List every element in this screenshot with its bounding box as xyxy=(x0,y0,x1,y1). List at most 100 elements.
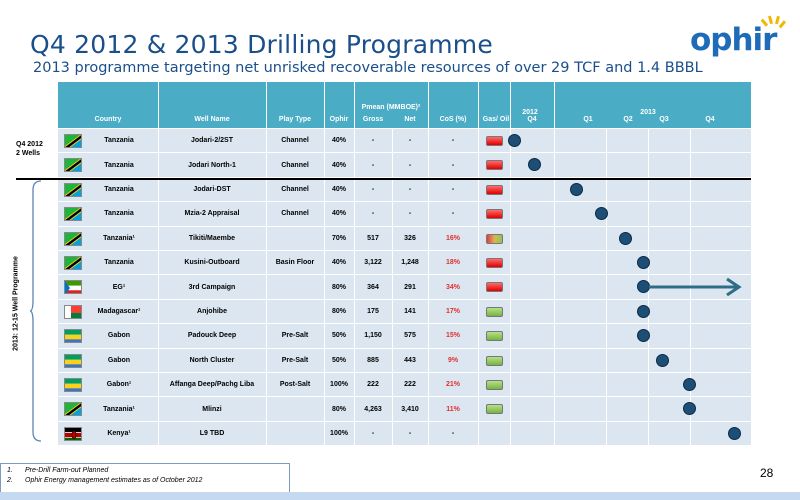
grid-line xyxy=(606,251,607,276)
grid-line xyxy=(690,324,691,349)
ophir-cell: 40% xyxy=(331,137,346,145)
grid-line xyxy=(324,373,325,398)
country-cell: Tanzania xyxy=(104,137,134,145)
q4-wells-text: 2 Wells xyxy=(16,150,40,158)
gross-cell: - xyxy=(371,210,375,218)
grid-line xyxy=(58,201,751,203)
ophir-cell: 40% xyxy=(331,210,346,218)
grid-line xyxy=(266,226,267,251)
well-name-cell: Tikiti/Maembe xyxy=(188,234,236,242)
grid-line xyxy=(354,129,355,154)
grid-line xyxy=(478,129,479,154)
grid-line xyxy=(58,445,751,447)
grid-line xyxy=(648,348,649,373)
grid-line xyxy=(428,226,429,251)
grid-line xyxy=(690,202,691,227)
country-cell: Tanzania xyxy=(104,161,134,169)
timeline-marker xyxy=(656,353,670,367)
cos-cell: 15% xyxy=(445,332,460,340)
timeline-marker xyxy=(683,402,697,416)
grid-line xyxy=(606,275,607,300)
timeline-marker xyxy=(528,158,542,172)
header-cos: CoS (%) xyxy=(439,115,467,123)
cos-cell: 16% xyxy=(445,234,460,242)
grid-line xyxy=(158,251,159,276)
gabon-flag-icon xyxy=(64,378,82,392)
net-cell: 326 xyxy=(404,234,416,242)
grid-line xyxy=(58,249,751,251)
gross-cell: - xyxy=(371,161,375,169)
gross-cell: 3,122 xyxy=(364,259,382,267)
grid-line xyxy=(606,348,607,373)
grid-line xyxy=(478,275,479,300)
well-name-cell: 3rd Campaign xyxy=(188,283,236,291)
header-divider xyxy=(554,82,555,128)
ophir-cell: 80% xyxy=(331,307,346,315)
play-type-cell: Pre-Salt xyxy=(281,356,309,364)
grid-line xyxy=(510,373,511,398)
footer-bar xyxy=(0,492,800,500)
grid-line xyxy=(266,299,267,325)
drilling-table: Country Well Name Play Type Ophir Pmean … xyxy=(58,82,751,456)
grid-line xyxy=(354,275,355,300)
play-type-cell xyxy=(266,422,324,446)
country-cell: Gabon xyxy=(107,332,131,340)
grid-line xyxy=(324,275,325,300)
grid-line xyxy=(478,373,479,398)
footnote-text: Pre-Drill Farm-out Planned xyxy=(25,467,109,474)
grid-line xyxy=(392,153,393,178)
gas-oil-indicator xyxy=(486,136,503,146)
grid-line xyxy=(324,348,325,373)
table-row: Tanzania Jodari North-1 Channel 40% - - - xyxy=(58,153,751,178)
header-ophir: Ophir xyxy=(329,115,349,123)
grid-line xyxy=(58,298,751,300)
grid-line xyxy=(606,373,607,398)
grid-line xyxy=(510,397,511,422)
grid-line xyxy=(554,177,555,203)
ophir-cell: 50% xyxy=(331,332,346,340)
grid-line xyxy=(690,177,691,203)
grid-line xyxy=(478,421,479,447)
timeline-marker xyxy=(636,256,650,269)
grid-line xyxy=(478,226,479,251)
country-cell: Tanzania xyxy=(104,259,134,267)
grid-line xyxy=(510,324,511,349)
cos-cell: 21% xyxy=(445,381,460,389)
grid-line xyxy=(158,397,159,422)
cos-cell: 17% xyxy=(445,307,460,315)
tanzania-flag-icon xyxy=(64,256,82,270)
timeline-marker xyxy=(636,329,650,343)
ophir-cell: 80% xyxy=(331,283,346,291)
well-name-cell: Mzia-2 Appraisal xyxy=(184,210,240,218)
grid-line xyxy=(478,202,479,227)
well-name-cell: Affanga Deep/Pachg Liba xyxy=(169,381,255,389)
grid-line xyxy=(606,177,607,203)
tanzania-flag-icon xyxy=(64,158,82,173)
grid-line xyxy=(324,421,325,447)
well-name-cell: L9 TBD xyxy=(199,429,225,437)
timeline-marker xyxy=(683,378,697,391)
table-row: Gabon¹ Affanga Deep/Pachg Liba Post-Salt 10… xyxy=(58,373,751,398)
grid-line xyxy=(158,129,159,154)
grid-line xyxy=(158,324,159,349)
grid-line xyxy=(428,275,429,300)
slide-subtitle: 2013 programme targeting net unrisked re… xyxy=(33,60,703,76)
header-gross: Gross xyxy=(362,115,384,123)
table-row: EG¹ 3rd Campaign 80% 364 291 34% xyxy=(58,275,751,300)
q4-2012-divider xyxy=(16,178,751,180)
net-cell: 141 xyxy=(404,307,416,315)
tanzania-flag-icon xyxy=(64,182,82,197)
grid-line xyxy=(554,397,555,422)
timeline-marker xyxy=(570,182,584,196)
play-type-cell xyxy=(266,397,324,421)
grid-line xyxy=(158,348,159,373)
grid-line xyxy=(266,324,267,349)
country-cell: Gabon¹ xyxy=(106,381,132,389)
well-name-cell: Jodari North-1 xyxy=(188,161,236,169)
header-country: Country xyxy=(94,115,122,123)
gas-oil-indicator xyxy=(486,331,503,342)
grid-line xyxy=(648,421,649,447)
grid-line xyxy=(428,129,429,154)
gas-oil-indicator xyxy=(486,160,503,171)
gross-cell: 222 xyxy=(367,381,379,389)
